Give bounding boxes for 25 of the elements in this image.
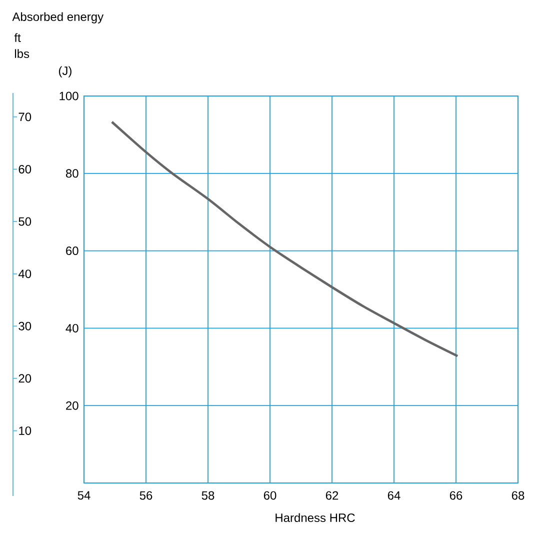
chart-title: Absorbed energy (12, 12, 104, 24)
y-tick-label: 100 (60, 92, 78, 100)
y-tick-label: 80 (66, 169, 78, 178)
x-tick-label: 58 (202, 491, 214, 500)
x-tick-label: 64 (388, 491, 400, 500)
y2-axis-title: ft lbs (14, 33, 30, 58)
y2-tick-label: 20 (18, 374, 32, 383)
y2-tick-label: 40 (18, 270, 32, 278)
x-tick-label: 66 (450, 491, 462, 500)
y2-tick-label: 30 (18, 322, 32, 330)
x-axis-title: Hardness HRC (276, 513, 355, 522)
y2-tick-label: 70 (18, 112, 32, 122)
y-tick-label: 60 (66, 246, 78, 256)
x-tick-label: 56 (140, 491, 152, 500)
y-tick-label: 20 (66, 401, 78, 410)
x-tick-label: 68 (512, 491, 524, 500)
x-tick-label: 54 (78, 491, 90, 500)
x-tick-label: 62 (326, 491, 338, 500)
y2-tick-label: 50 (18, 217, 32, 226)
y-tick-label: 40 (66, 324, 78, 332)
line-series (110, 120, 459, 358)
y2-tick-label: 10 (19, 426, 32, 435)
y-axis-title: (J) (58, 66, 72, 78)
y2-tick-label: 60 (18, 164, 32, 174)
x-tick-label: 60 (264, 491, 276, 500)
